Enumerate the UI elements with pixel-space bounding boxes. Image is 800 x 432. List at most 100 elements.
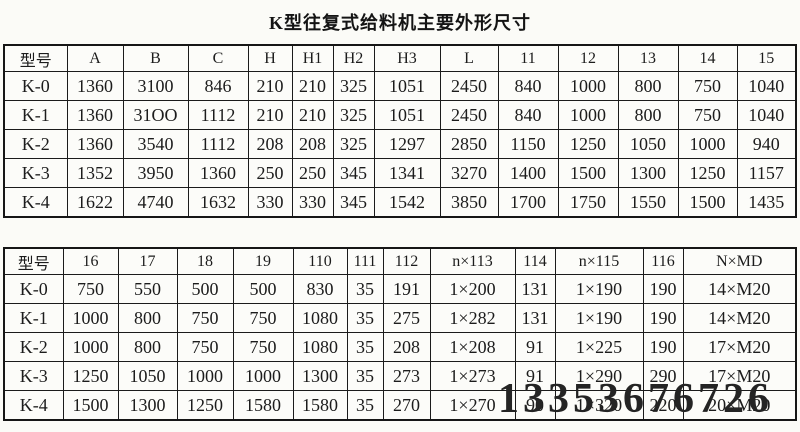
table-row: K-3 1250 1050 1000 1000 1300 35 273 1×273 91 1×290… [3, 361, 797, 391]
value-cell: 330 [247, 187, 293, 218]
value-cell: 1000 [232, 361, 294, 391]
column-header: 型号 [3, 247, 64, 275]
value-cell: 1112 [187, 129, 249, 159]
value-cell: 1000 [557, 71, 619, 101]
value-cell: 3100 [122, 71, 189, 101]
column-header: H2 [332, 44, 375, 72]
value-cell: 1000 [62, 303, 119, 333]
value-cell: 2450 [439, 71, 499, 101]
table-row: K-2 1000 800 750 750 1080 35 208 1×208 91 1×225 190… [3, 332, 797, 362]
value-cell: 208 [291, 129, 334, 159]
value-cell: 750 [232, 332, 294, 362]
value-cell: 1051 [373, 100, 441, 130]
value-cell: 500 [176, 274, 234, 304]
value-cell: 345 [332, 158, 375, 188]
column-header: H3 [373, 44, 441, 72]
column-header: B [122, 44, 189, 72]
dimensions-table-1: 型号 A B C H H1 H2 H3 L 11 12 13 14 15 K-0 1360 3100 846 21… [3, 44, 797, 218]
value-cell: 210 [247, 71, 293, 101]
value-cell: 750 [62, 274, 119, 304]
header-row: 型号 16 17 18 19 110 111 112 n×113 114 n×115 116 N×MD [3, 247, 797, 275]
value-cell: 208 [382, 332, 431, 362]
model-cell: K-4 [3, 187, 68, 218]
value-cell: 2450 [439, 100, 499, 130]
column-header: 116 [642, 247, 684, 275]
value-cell: 1297 [373, 129, 441, 159]
value-cell: 3950 [122, 158, 189, 188]
value-cell: 1150 [497, 129, 559, 159]
table-row: K-4 1500 1300 1250 1580 1580 35 270 1×270 90 1×320… [3, 390, 797, 421]
table-row: K-0 1360 3100 846 210 210 325 1051 2450 840 1000 80… [3, 71, 797, 101]
value-cell: 20×M20 [682, 390, 797, 421]
value-cell: 1300 [117, 390, 178, 421]
value-cell: 131 [514, 303, 556, 333]
column-header: H1 [291, 44, 334, 72]
value-cell: 1250 [677, 158, 738, 188]
value-cell: 500 [232, 274, 294, 304]
value-cell: 1622 [66, 187, 124, 218]
value-cell: 14×M20 [682, 274, 797, 304]
value-cell: 330 [291, 187, 334, 218]
column-header: 13 [617, 44, 679, 72]
table-row: K-2 1360 3540 1112 208 208 325 1297 2850 1150 1250… [3, 129, 797, 159]
value-cell: 840 [497, 71, 559, 101]
value-cell: 275 [382, 303, 431, 333]
value-cell: 1550 [617, 187, 679, 218]
value-cell: 800 [117, 332, 178, 362]
value-cell: 1×190 [554, 274, 644, 304]
model-cell: K-3 [3, 158, 68, 188]
column-header: 14 [677, 44, 738, 72]
value-cell: 325 [332, 71, 375, 101]
value-cell: 325 [332, 100, 375, 130]
value-cell: 1040 [736, 100, 797, 130]
value-cell: 750 [176, 332, 234, 362]
value-cell: 1352 [66, 158, 124, 188]
value-cell: 1341 [373, 158, 441, 188]
value-cell: 1250 [176, 390, 234, 421]
value-cell: 1250 [557, 129, 619, 159]
value-cell: 250 [247, 158, 293, 188]
model-cell: K-2 [3, 332, 64, 362]
model-cell: K-0 [3, 274, 64, 304]
value-cell: 273 [382, 361, 431, 391]
header-row: 型号 A B C H H1 H2 H3 L 11 12 13 14 15 [3, 44, 797, 72]
column-header: 19 [232, 247, 294, 275]
value-cell: 1632 [187, 187, 249, 218]
value-cell: 750 [677, 100, 738, 130]
value-cell: 190 [642, 332, 684, 362]
value-cell: 35 [346, 361, 384, 391]
value-cell: 1542 [373, 187, 441, 218]
table-row: K-1 1000 800 750 750 1080 35 275 1×282 131 1×190 19… [3, 303, 797, 333]
column-header: 112 [382, 247, 431, 275]
value-cell: 3850 [439, 187, 499, 218]
value-cell: 210 [247, 100, 293, 130]
table-row: K-1 1360 31OO 1112 210 210 325 1051 2450 840 1000 8… [3, 100, 797, 130]
value-cell: 1000 [62, 332, 119, 362]
phone-number-watermark: 13353676726 [498, 376, 773, 422]
value-cell: 90 [514, 390, 556, 421]
model-cell: K-1 [3, 303, 64, 333]
value-cell: 270 [382, 390, 431, 421]
value-cell: 1000 [176, 361, 234, 391]
value-cell: 1×225 [554, 332, 644, 362]
value-cell: 1×282 [429, 303, 516, 333]
column-header: H [247, 44, 293, 72]
column-header: 18 [176, 247, 234, 275]
value-cell: 1×190 [554, 303, 644, 333]
column-header: 16 [62, 247, 119, 275]
value-cell: 1750 [557, 187, 619, 218]
value-cell: 35 [346, 274, 384, 304]
column-header: N×MD [682, 247, 797, 275]
value-cell: 1157 [736, 158, 797, 188]
value-cell: 1360 [66, 71, 124, 101]
value-cell: 250 [291, 158, 334, 188]
value-cell: 1×273 [429, 361, 516, 391]
column-header: 11 [497, 44, 559, 72]
table-row: K-4 1622 4740 1632 330 330 345 1542 3850 1700 1750… [3, 187, 797, 218]
value-cell: 1080 [292, 303, 348, 333]
column-header: C [187, 44, 249, 72]
value-cell: 2850 [439, 129, 499, 159]
value-cell: 14×M20 [682, 303, 797, 333]
value-cell: 191 [382, 274, 431, 304]
value-cell: 1580 [232, 390, 294, 421]
